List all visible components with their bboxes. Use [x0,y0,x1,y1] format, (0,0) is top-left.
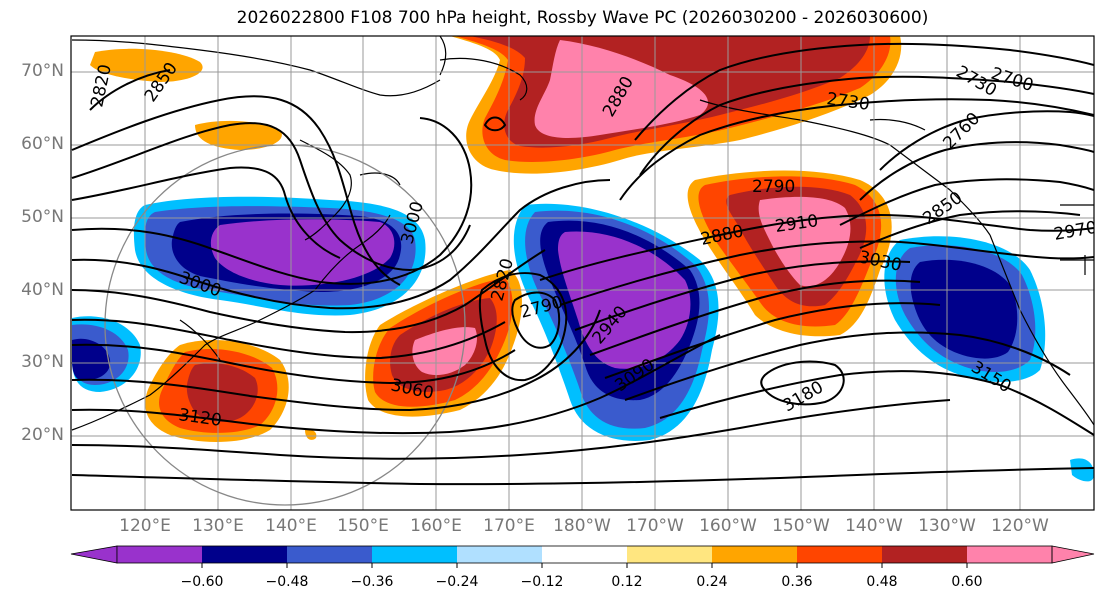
colorbar-segment [542,546,627,563]
coastlines [71,36,1094,431]
lon-label: 140°W [845,516,903,536]
colorbar-tick-label: −0.60 [180,574,224,590]
colorbar-extend-max [1051,545,1095,564]
plot-frame [70,35,1095,511]
positive-anomaly-shading [90,36,902,442]
region-circle [104,144,466,506]
colorbar-segment [967,546,1052,563]
colorbar [70,545,1095,568]
height-contours [71,42,1094,486]
colorbar-segment [202,546,287,563]
lon-label: 160°E [410,516,462,536]
colorbar-tick-label: −0.12 [520,574,564,590]
lat-label: 30°N [21,352,64,372]
contour-label: 3180 [780,377,827,416]
colorbar-segment [372,546,457,563]
colorbar-tick-label: 0.12 [611,574,643,590]
contour-label: 2970 [1052,218,1098,245]
colorbar-tick-label: −0.48 [265,574,309,590]
colorbar-tick-label: 0.24 [696,574,728,590]
lon-label: 120°E [119,516,171,536]
lat-label: 70°N [21,61,64,81]
lon-label: 140°E [265,516,317,536]
lat-label: 40°N [21,280,64,300]
lon-label: 160°W [699,516,757,536]
colorbar-segment [627,546,712,563]
lon-label: 170°W [626,516,684,536]
colorbar-segment [457,546,542,563]
colorbar-segment [287,546,372,563]
lon-label: 150°W [772,516,830,536]
colorbar-tick-label: 0.36 [781,574,813,590]
contour-label: 2820 [87,63,116,109]
lon-label: 180°W [553,516,611,536]
map-plot-area: 2820 2850 2880 2730 2700 2730 2760 2850 … [71,36,1098,510]
contour-label: 2850 [919,188,966,229]
lon-label: 150°E [337,516,389,536]
lat-label: 50°N [21,207,64,227]
lon-label: 130°W [918,516,976,536]
colorbar-tick-label: −0.36 [350,574,394,590]
colorbar-ticks [201,563,968,568]
lon-label: 170°E [483,516,535,536]
lon-label: 130°E [192,516,244,536]
colorbar-tick-label: −0.24 [435,574,479,590]
colorbar-frame [116,545,1053,564]
colorbar-segment [797,546,882,563]
colorbar-tick-label: 0.48 [866,574,898,590]
negative-anomaly-shading [72,196,1094,482]
map-title: 2026022800 F108 700 hPa height, Rossby W… [236,8,929,28]
colorbar-segment [712,546,797,563]
contour-label: 2790 [752,177,795,197]
colorbar-segment [882,546,967,563]
lat-label: 20°N [21,425,64,445]
colorbar-tick-label: 0.60 [951,574,983,590]
gridlines [71,36,1094,510]
colorbar-extend-min [70,545,118,564]
lon-label: 120°W [991,516,1049,536]
colorbar-segment [117,546,202,563]
lat-label: 60°N [21,134,64,154]
